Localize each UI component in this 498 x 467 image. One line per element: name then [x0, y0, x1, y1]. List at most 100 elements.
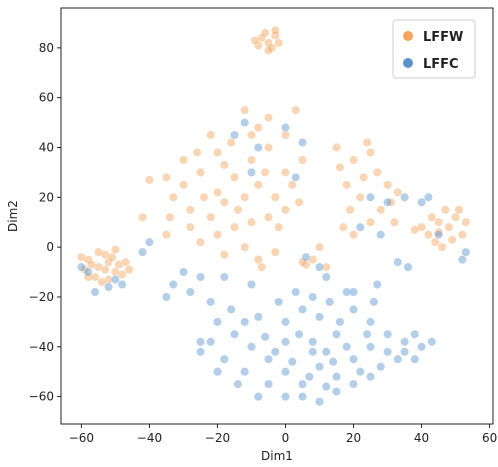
point-lffw-23 [104, 274, 114, 284]
point-lffw-34 [247, 155, 257, 165]
point-lffw-82 [365, 148, 375, 158]
point-lffw-83 [342, 180, 352, 190]
point-lffc-75 [383, 197, 393, 207]
point-lffw-24 [93, 247, 103, 257]
point-lffc-36 [291, 287, 301, 297]
point-lffc-77 [417, 197, 427, 207]
point-lffw-81 [348, 155, 358, 165]
point-lffc-55 [185, 287, 195, 297]
point-lffw-64 [314, 242, 324, 252]
point-lffc-92 [206, 297, 216, 307]
x-tick-label-3: 0 [282, 431, 290, 445]
y-axis-ticks: −60 −40 −20 0 20 40 60 80 [29, 41, 61, 404]
point-lffw-42 [270, 192, 280, 202]
point-lffc-41 [287, 357, 297, 367]
legend-marker-lffc [403, 58, 413, 68]
point-lffc-90 [403, 262, 413, 272]
point-lffw-10 [83, 255, 93, 265]
y-tick-label-1: −40 [29, 340, 54, 354]
point-lffw-39 [219, 197, 229, 207]
point-lffw-38 [206, 212, 216, 222]
y-tick-label-5: 40 [39, 140, 54, 154]
plot-frame [60, 7, 494, 425]
point-lffw-63 [308, 255, 318, 265]
point-lffc-46 [393, 354, 403, 364]
point-lffc-56 [161, 292, 171, 302]
point-lffc-7 [365, 342, 375, 352]
point-lffc-53 [369, 297, 379, 307]
point-lffc-86 [83, 267, 93, 277]
point-lffc-84 [90, 287, 100, 297]
point-lffc-100 [335, 317, 345, 327]
point-lffw-69 [294, 197, 304, 207]
point-lffw-18 [97, 277, 107, 287]
point-lffw-36 [280, 167, 290, 177]
point-lffw-15 [100, 250, 110, 260]
point-lffw-47 [192, 148, 202, 158]
point-lffc-64 [280, 123, 290, 133]
points-layer [76, 25, 471, 407]
point-lffw-58 [196, 237, 206, 247]
legend: LFFW LFFC [392, 19, 476, 79]
point-lffw-77 [213, 148, 223, 158]
point-lffc-11 [230, 329, 240, 339]
point-lffc-31 [308, 337, 318, 347]
point-lffw-89 [389, 217, 399, 227]
y-tick-label-4: 20 [39, 190, 54, 204]
point-lffc-35 [274, 297, 284, 307]
point-lffw-43 [287, 180, 297, 190]
point-lffc-76 [400, 192, 410, 202]
y-tick-label-3: 0 [46, 240, 54, 254]
point-lffc-39 [342, 287, 352, 297]
point-lffw-66 [206, 130, 216, 140]
point-lffc-17 [348, 304, 358, 314]
point-lffw-41 [253, 180, 263, 190]
point-lffc-3 [297, 379, 307, 389]
point-lffw-99 [434, 217, 444, 227]
point-lffc-62 [253, 143, 263, 153]
point-lffc-33 [342, 342, 352, 352]
point-lffw-19 [107, 252, 117, 262]
point-lffc-82 [117, 279, 127, 289]
point-lffc-81 [461, 247, 471, 257]
point-lffw-61 [253, 255, 263, 265]
point-lffc-44 [355, 367, 365, 377]
point-lffw-20 [87, 260, 97, 270]
point-lffc-72 [372, 279, 382, 289]
point-lffc-85 [110, 274, 120, 284]
x-tick-label-4: 20 [346, 431, 361, 445]
point-lffw-1 [263, 38, 273, 48]
y-tick-label-7: 80 [39, 41, 54, 55]
point-lffw-48 [226, 138, 236, 148]
point-lffw-31 [196, 167, 206, 177]
point-lffw-107 [461, 217, 471, 227]
point-lffw-28 [100, 265, 110, 275]
point-lffc-9 [400, 337, 410, 347]
point-lffw-114 [321, 262, 331, 272]
point-lffw-91 [359, 172, 369, 182]
point-lffc-57 [179, 267, 189, 277]
point-lffc-59 [196, 272, 206, 282]
point-lffc-23 [331, 387, 341, 397]
point-lffw-98 [423, 230, 433, 240]
point-lffw-3 [253, 40, 263, 50]
point-lffw-76 [165, 212, 175, 222]
point-lffc-30 [280, 337, 290, 347]
point-lffc-28 [206, 337, 216, 347]
point-lffw-0 [257, 33, 267, 43]
point-lffw-109 [447, 235, 457, 245]
y-tick-label-2: −20 [29, 290, 54, 304]
point-lffc-48 [427, 337, 437, 347]
point-lffw-86 [383, 180, 393, 190]
point-lffc-71 [348, 287, 358, 297]
point-lffw-49 [253, 123, 263, 133]
point-lffc-80 [457, 255, 467, 265]
point-lffw-62 [270, 247, 280, 257]
point-lffc-32 [321, 347, 331, 357]
point-lffw-51 [263, 113, 273, 123]
point-lffw-52 [291, 105, 301, 115]
point-lffw-50 [240, 105, 250, 115]
point-lffw-75 [274, 222, 284, 232]
point-lffw-68 [260, 167, 270, 177]
point-lffc-79 [434, 230, 444, 240]
